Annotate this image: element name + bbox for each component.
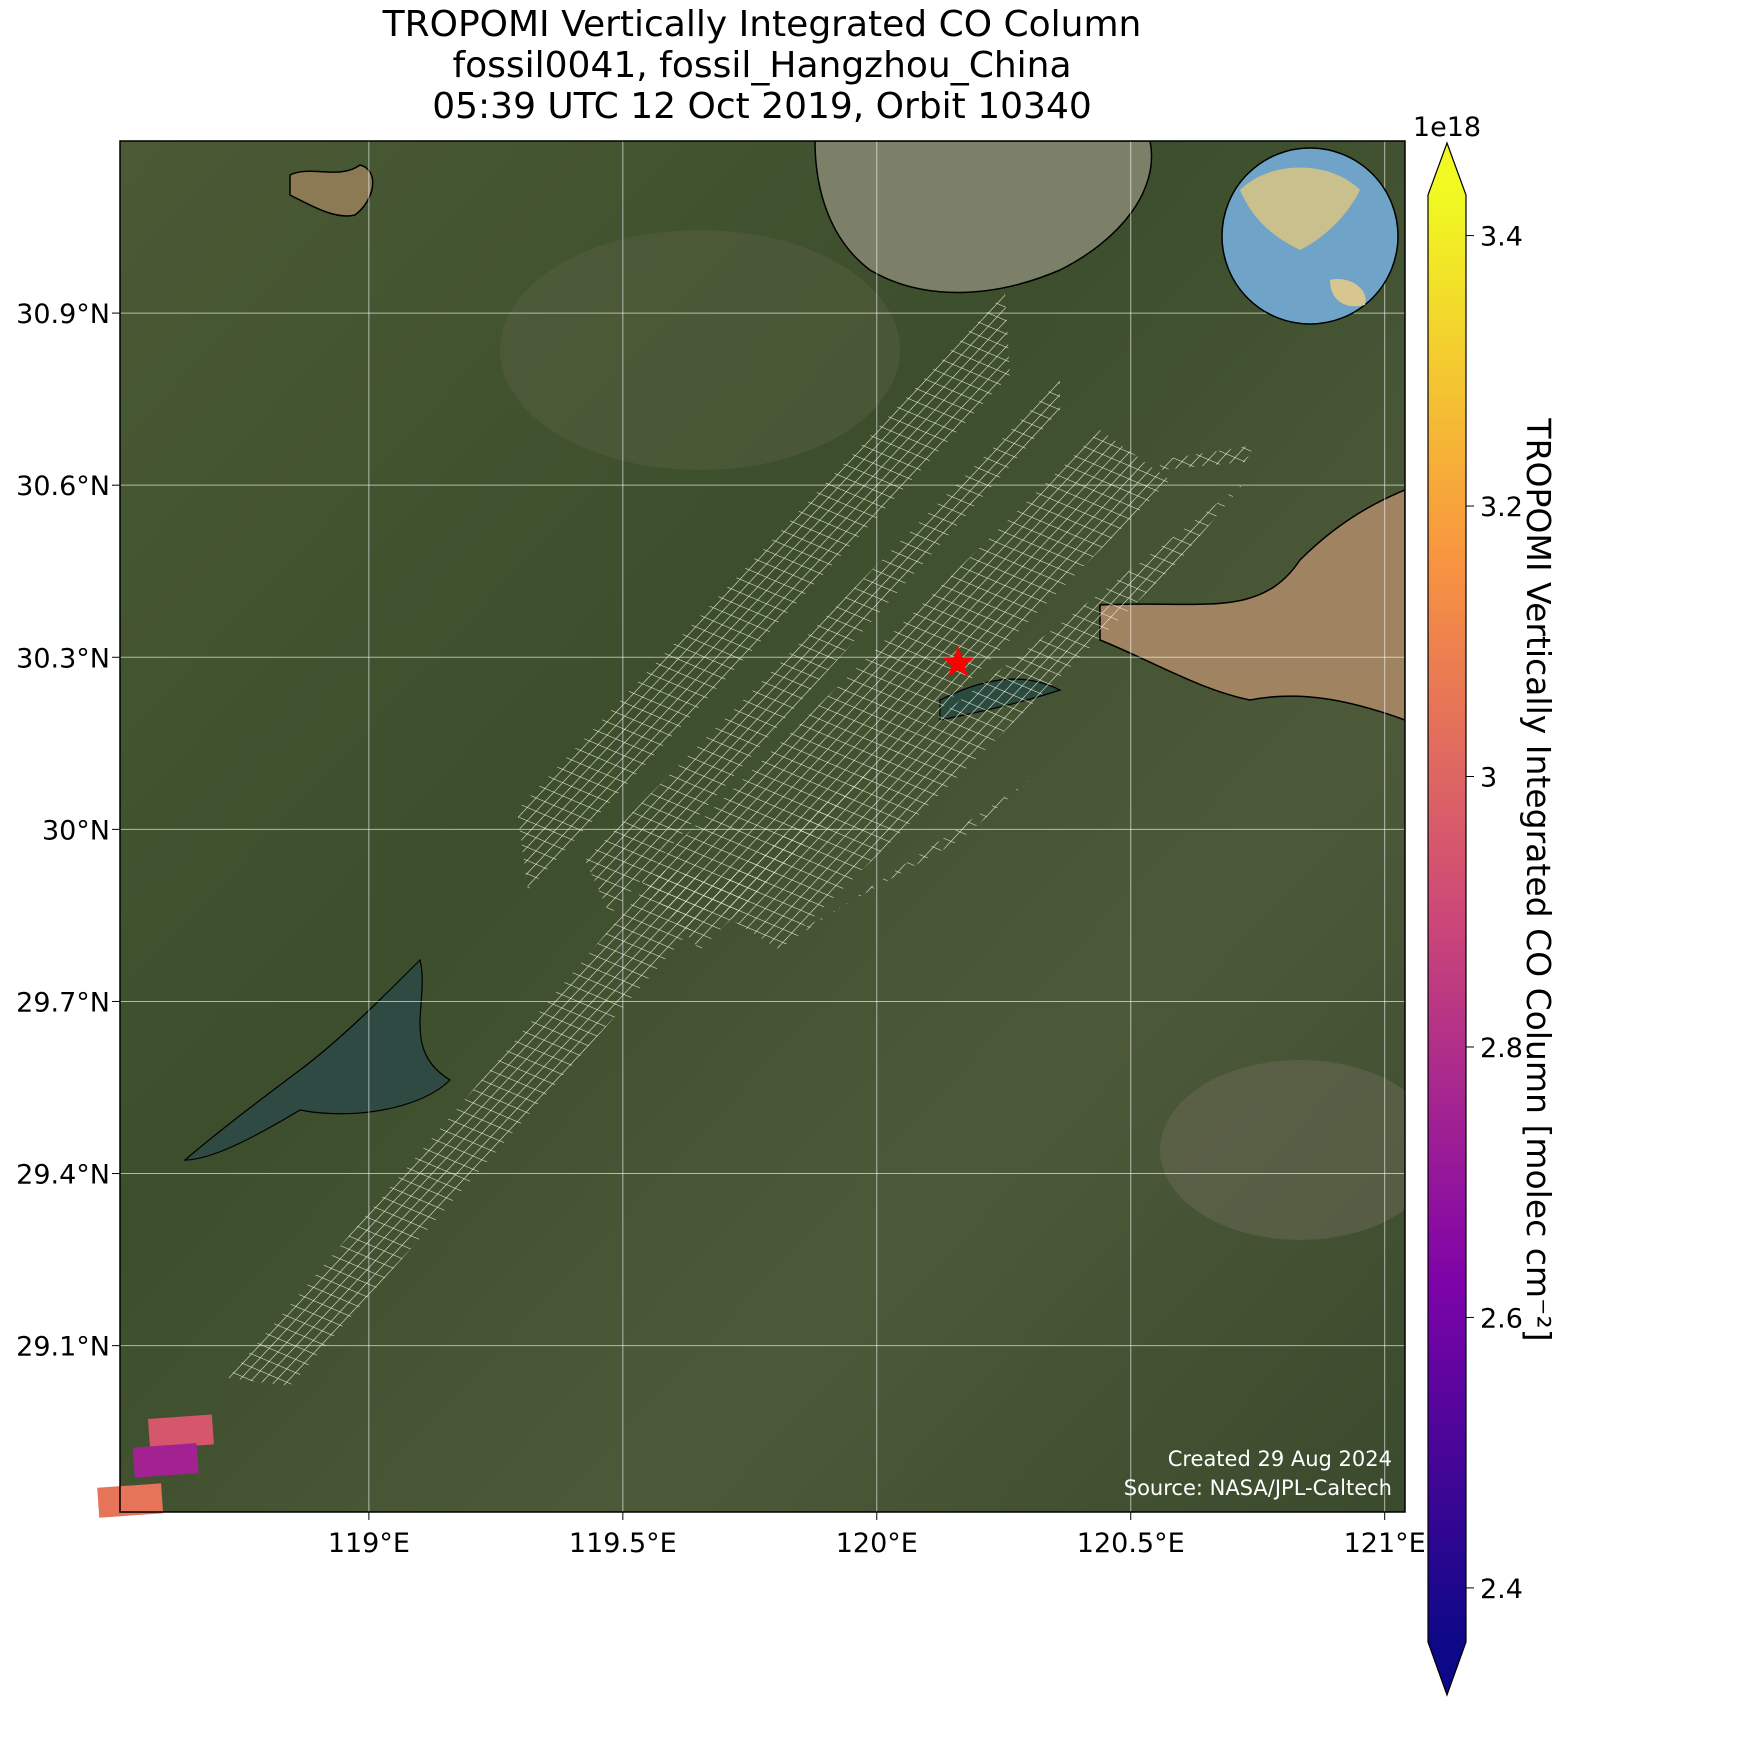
basemap [120, 141, 1405, 1512]
co-pixel [132, 1443, 199, 1478]
annotation: Created 29 Aug 2024 [1168, 1447, 1392, 1471]
map-frame [119, 140, 1406, 1513]
x-tick-label: 120°E [836, 1528, 918, 1559]
colorbar-extend [1428, 1642, 1466, 1695]
title-line: 05:39 UTC 12 Oct 2019, Orbit 10340 [432, 86, 1092, 127]
colorbar-tick-label: 3 [1480, 763, 1497, 794]
colorbar-outline [1427, 141, 1467, 1697]
y-tick-label: 30.6°N [16, 471, 110, 502]
colorbar-tick-label: 3.2 [1480, 492, 1523, 523]
title-line: TROPOMI Vertically Integrated CO Column [382, 4, 1142, 45]
title-line: fossil0041, fossil_Hangzhou_China [452, 45, 1071, 86]
site-marker [941, 646, 975, 677]
colorbar [1428, 195, 1466, 1642]
co-pixel [97, 1483, 164, 1518]
co-pixel [147, 1414, 214, 1449]
y-tick-label: 29.1°N [16, 1332, 110, 1363]
annotation: Source: NASA/JPL-Caltech [1124, 1476, 1392, 1500]
y-tick-label: 30°N [42, 815, 110, 846]
y-tick-label: 30.9°N [16, 299, 110, 330]
y-tick-label: 30.3°N [16, 643, 110, 674]
x-tick-label: 119.5°E [569, 1528, 677, 1559]
colorbar-tick-label: 2.8 [1480, 1033, 1523, 1064]
colorbar-offset: 1e18 [1413, 112, 1481, 143]
globe-inset [1221, 147, 1399, 325]
colorbar-tick-label: 3.4 [1480, 222, 1523, 253]
x-tick-label: 121°E [1344, 1528, 1426, 1559]
colorbar-extend [1428, 143, 1466, 195]
colorbar-tick-label: 2.6 [1480, 1303, 1523, 1334]
colorbar-tick-label: 2.4 [1480, 1574, 1523, 1605]
y-tick-label: 29.7°N [16, 987, 110, 1018]
x-tick-label: 119°E [328, 1528, 410, 1559]
x-tick-label: 120.5°E [1077, 1528, 1185, 1559]
colorbar-label: TROPOMI Vertically Integrated CO Column … [1519, 417, 1558, 1341]
y-tick-label: 29.4°N [16, 1160, 110, 1191]
